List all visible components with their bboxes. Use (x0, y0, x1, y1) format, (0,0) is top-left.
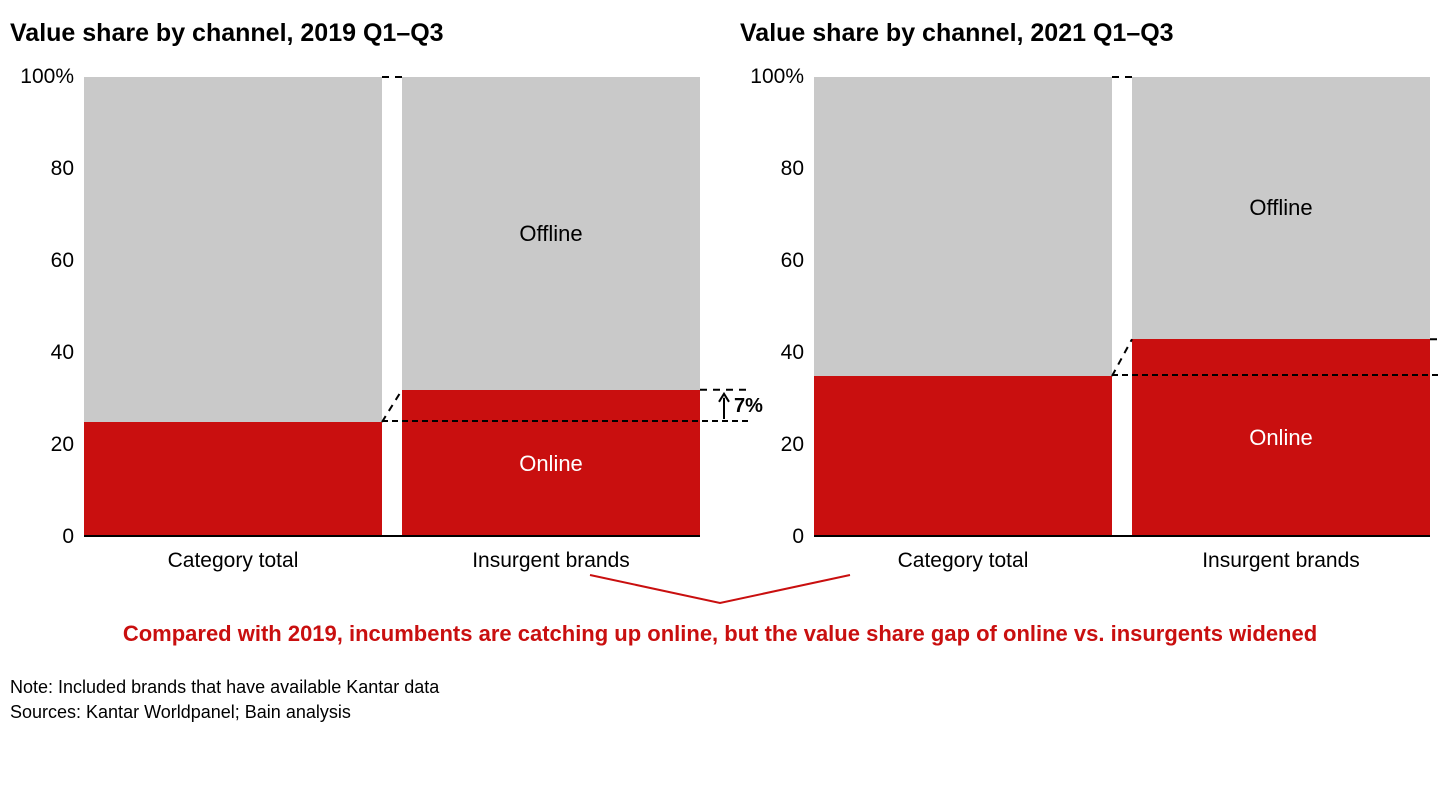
callout-text: Compared with 2019, incumbents are catch… (10, 621, 1430, 647)
y-tick: 60 (51, 249, 74, 273)
chart-panel-2021: Value share by channel, 2021 Q1–Q3 0 20 40… (740, 18, 1430, 573)
y-tick: 100% (750, 65, 804, 89)
dash-line-diagonal (84, 77, 760, 537)
y-tick: 100% (20, 65, 74, 89)
y-tick: 80 (51, 157, 74, 181)
x-label-category-total: Category total (814, 549, 1112, 573)
y-axis: 020406080100% (10, 77, 84, 537)
dash-line-diagonal (814, 77, 1440, 537)
chart-panel-2019: Value share by channel, 2019 Q1–Q3 0 20 40… (10, 18, 700, 573)
charts-row: Value share by channel, 2019 Q1–Q3 0 20 40… (10, 18, 1430, 573)
y-tick: 0 (792, 525, 804, 549)
footnote-note: Note: Included brands that have availabl… (10, 675, 1430, 699)
v-connector-line (590, 575, 850, 603)
y-tick: 20 (51, 433, 74, 457)
footnote-block: Note: Included brands that have availabl… (10, 675, 1430, 724)
x-axis-labels: Category total Insurgent brands (84, 549, 700, 573)
y-tick: 40 (51, 341, 74, 365)
y-tick: 20 (781, 433, 804, 457)
plot-frame: 020406080100% OfflineOnline 8% (740, 77, 1430, 537)
x-axis-labels: Category total Insurgent brands (814, 549, 1430, 573)
plot-area: OfflineOnline 8% (814, 77, 1430, 537)
y-tick: 0 (62, 525, 74, 549)
y-axis: 020406080100% (740, 77, 814, 537)
x-label-insurgent-brands: Insurgent brands (402, 549, 700, 573)
y-tick: 40 (781, 341, 804, 365)
figure-root: Value share by channel, 2019 Q1–Q3 0 20 40… (0, 0, 1440, 724)
v-connector (590, 573, 850, 607)
y-tick: 60 (781, 249, 804, 273)
plot-area: OfflineOnline 7% (84, 77, 700, 537)
x-label-category-total: Category total (84, 549, 382, 573)
y-tick: 80 (781, 157, 804, 181)
chart-title: Value share by channel, 2021 Q1–Q3 (740, 18, 1430, 49)
plot-frame: 020406080100% OfflineOnline 7% (10, 77, 700, 537)
chart-title: Value share by channel, 2019 Q1–Q3 (10, 18, 700, 49)
footnote-sources: Sources: Kantar Worldpanel; Bain analysi… (10, 700, 1430, 724)
gap-arrow-icon (719, 394, 729, 419)
x-label-insurgent-brands: Insurgent brands (1132, 549, 1430, 573)
